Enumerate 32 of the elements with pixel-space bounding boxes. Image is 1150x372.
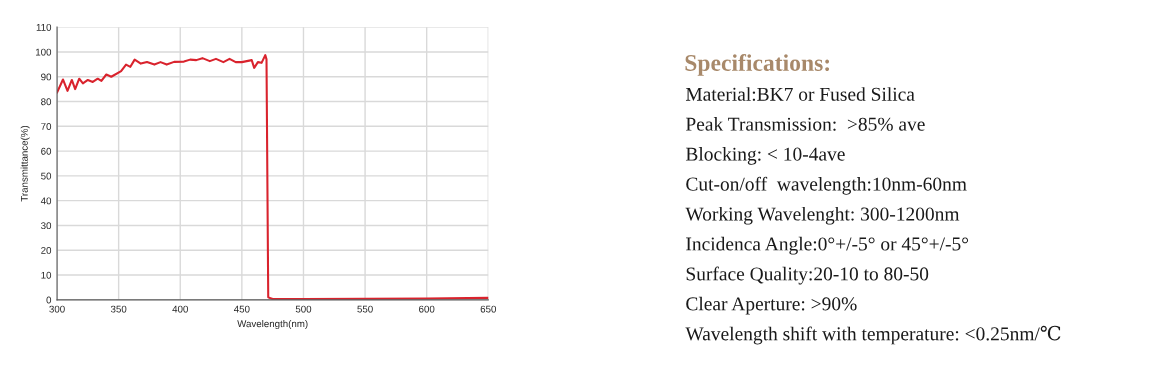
y-tick-label: 40 — [40, 197, 52, 205]
x-tick-label: 500 — [295, 305, 312, 313]
text: Incidenca Angle:0°+/-5° or 45°+/-5° — [686, 236, 969, 255]
x-tick-label: 350 — [110, 305, 127, 313]
y-tick-label: 10 — [41, 271, 52, 279]
text: Blocking: < 10-4ave — [685, 147, 845, 165]
y-tick-label: 90 — [41, 73, 52, 81]
text: Wavelength shift with temperature: <0.25nm/℃ — [685, 325, 1061, 345]
text: Working Wavelenght: 300-1200nm — [685, 206, 960, 225]
y-tick-label: 60 — [41, 147, 52, 155]
y-tick-label: 20 — [41, 246, 52, 254]
y-axis-title: Transmittance(%) — [20, 125, 30, 202]
text: Specifications: — [685, 54, 830, 76]
y-tick-label: 50 — [41, 172, 52, 180]
x-tick-label: 450 — [233, 305, 250, 313]
x-axis-title: Wavelength(nm) — [237, 320, 308, 330]
y-tick-label: 0 — [46, 296, 52, 304]
y-tick-label: 80 — [41, 98, 52, 106]
y-tick-label: 110 — [36, 23, 52, 31]
text: Cut-on/off wavelength:10nm-60nm — [686, 176, 967, 195]
text: Clear Aperture: >90% — [686, 296, 857, 315]
y-tick-label: 30 — [41, 222, 52, 230]
text: Surface Quality:20-10 to 80-50 — [686, 266, 929, 285]
text: Peak Transmission: >85% ave — [685, 117, 925, 131]
x-tick-label: 650 — [480, 305, 497, 313]
x-tick-label: 550 — [357, 305, 373, 313]
text: Material:BK7 or Fused Silica — [685, 87, 915, 101]
y-tick-label: 100 — [36, 48, 52, 56]
x-tick-label: 400 — [172, 305, 188, 313]
x-tick-label: 600 — [419, 305, 435, 313]
y-tick-label: 70 — [41, 123, 52, 130]
x-tick-label: 300 — [49, 305, 65, 313]
